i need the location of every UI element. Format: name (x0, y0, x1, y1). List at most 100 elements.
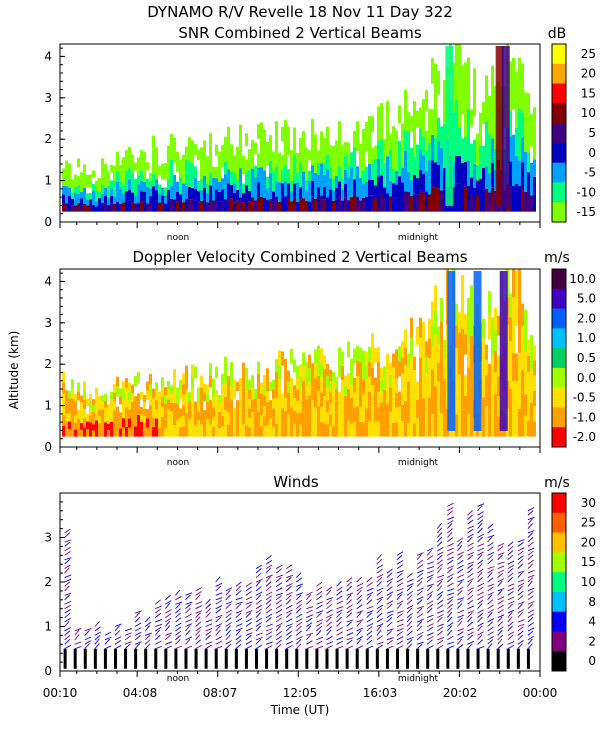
wind-barb (144, 634, 151, 641)
heatmap-cell (281, 126, 284, 142)
wind-barb (406, 585, 413, 592)
heatmap-cell (428, 338, 431, 359)
heatmap-cell (95, 404, 98, 413)
heatmap-cell (362, 407, 365, 423)
heatmap-cell (299, 137, 302, 151)
wind-barb (185, 607, 191, 614)
heatmap-cell (62, 415, 65, 426)
heatmap-cell (83, 164, 86, 173)
wind-barb (356, 582, 364, 587)
heatmap-cell (467, 160, 470, 186)
heatmap-cell (464, 87, 467, 113)
heatmap-cell (212, 407, 215, 418)
heatmap-cell (347, 389, 350, 405)
wind-barb (285, 576, 292, 583)
heatmap-cell (116, 386, 119, 397)
colorbar-tick-label: 8 (588, 595, 596, 609)
heatmap-cell (236, 418, 239, 428)
heatmap-cell (203, 392, 206, 402)
heatmap-cell (521, 112, 524, 138)
wind-barb (64, 617, 71, 623)
heatmap-cell (320, 421, 323, 437)
wind-barb (517, 572, 523, 578)
wind-barb (285, 625, 292, 632)
heatmap-cell (149, 374, 152, 385)
heatmap-cell (335, 164, 338, 177)
heatmap-cell (326, 424, 329, 437)
heatmap-cell (122, 418, 125, 428)
wind-barb (296, 583, 303, 587)
heatmap-cell (221, 426, 224, 437)
heatmap-cell (101, 202, 104, 212)
wind-barb (296, 592, 303, 596)
heatmap-cell (299, 424, 302, 437)
colorbar-swatch (552, 512, 566, 534)
colorbar-swatch (552, 572, 566, 593)
wind-barb (84, 643, 90, 650)
wind-barb (457, 609, 464, 614)
snr-midnight-marker: midnight (398, 233, 439, 243)
heatmap-cell (221, 144, 224, 157)
wind-barb (316, 645, 324, 650)
heatmap-cell (95, 185, 98, 191)
heatmap-cell (473, 92, 476, 117)
wind-barb (517, 626, 524, 632)
heatmap-cell (407, 381, 410, 396)
winds-unit: m/s (544, 475, 570, 491)
heatmap-cell (524, 351, 527, 374)
heatmap-cell (350, 152, 353, 168)
wind-barb (467, 536, 473, 543)
wind-barb (225, 612, 232, 618)
heatmap-cell (164, 403, 167, 412)
heatmap-cell (311, 149, 314, 166)
heatmap-cell (68, 398, 71, 407)
heatmap-cell (230, 157, 233, 172)
heatmap-cell (161, 195, 164, 204)
heatmap-cell (215, 389, 218, 402)
heatmap-cell (104, 422, 107, 430)
wind-barb (195, 587, 202, 592)
heatmap-cell (185, 185, 188, 199)
heatmap-cell (515, 298, 518, 326)
heatmap-cell (398, 140, 401, 159)
heatmap-cell (383, 151, 386, 164)
heatmap-cell (389, 362, 392, 375)
heatmap-cell (293, 423, 296, 437)
heatmap-cell (266, 142, 269, 154)
wind-barb (134, 641, 142, 645)
heatmap-cell (131, 427, 134, 437)
heatmap-cell (161, 416, 164, 427)
wind-base-bar (224, 648, 228, 669)
heatmap-cell (257, 124, 260, 139)
heatmap-cell (524, 309, 527, 331)
heatmap-cell (167, 189, 170, 201)
heatmap-cell (464, 161, 467, 187)
wind-barb (155, 623, 163, 627)
heatmap-cell (236, 409, 239, 419)
wind-barb (467, 542, 474, 547)
wind-barb (527, 554, 534, 561)
wind-base-bar (184, 648, 188, 669)
heatmap-cell (359, 144, 362, 156)
heatmap-cell (215, 366, 218, 379)
heatmap-cell (155, 409, 158, 419)
heatmap-cell (245, 425, 248, 437)
heatmap-cell (419, 337, 422, 358)
heatmap-cell (125, 191, 128, 202)
heatmap-cell (191, 140, 194, 153)
heatmap-cell (386, 174, 389, 194)
wind-barb (406, 630, 413, 636)
wind-barb (436, 580, 443, 587)
wind-barb (94, 638, 100, 645)
wind-barb (275, 604, 283, 610)
heatmap-cell (413, 101, 416, 120)
heatmap-cell (392, 408, 395, 423)
heatmap-cell (227, 376, 230, 389)
heatmap-cell (92, 170, 95, 178)
heatmap-cell (398, 406, 401, 422)
wind-barb (286, 583, 293, 587)
colorbar-tick-label: 0.0 (577, 371, 596, 385)
heatmap-cell (128, 382, 131, 392)
heatmap-cell (287, 381, 290, 393)
wind-barb (447, 520, 454, 525)
